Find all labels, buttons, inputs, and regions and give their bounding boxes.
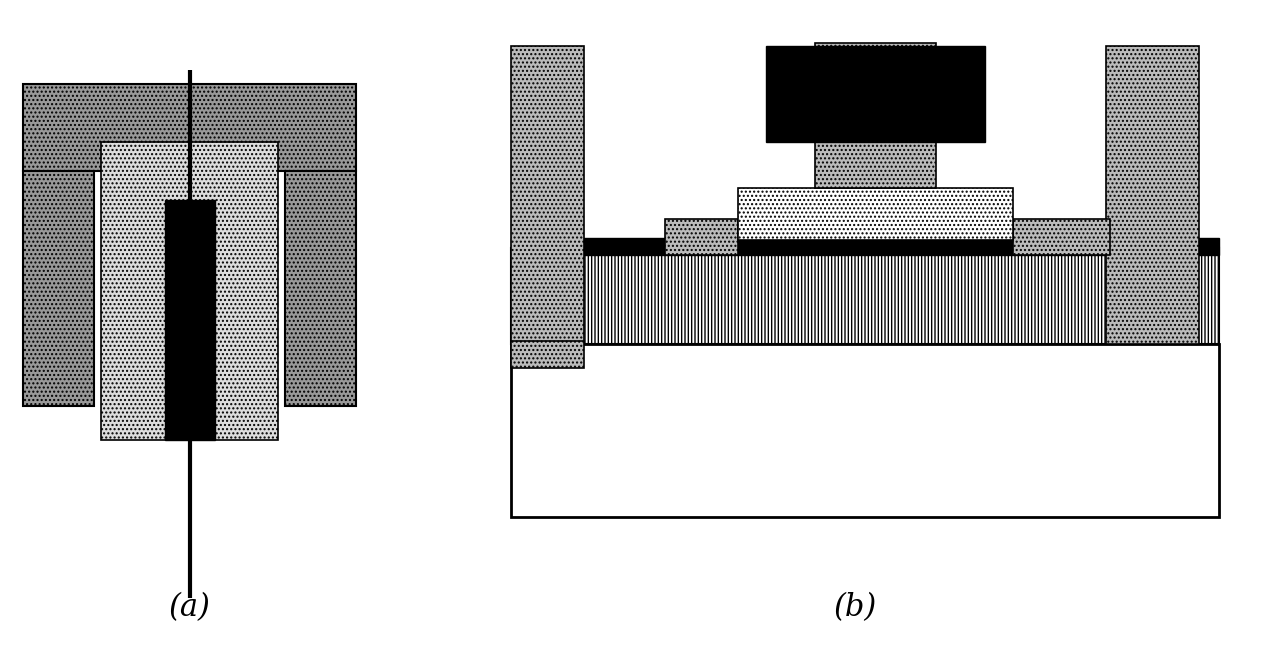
Bar: [1013, 219, 1111, 255]
Bar: [665, 219, 737, 255]
Bar: [767, 46, 984, 142]
Bar: [101, 142, 278, 440]
Bar: [511, 238, 1219, 255]
Bar: [737, 187, 1013, 240]
Text: (b): (b): [834, 592, 877, 624]
Text: (a): (a): [168, 592, 211, 624]
Bar: [815, 43, 936, 187]
Bar: [511, 46, 584, 344]
Bar: [1106, 46, 1199, 344]
Bar: [286, 171, 357, 406]
Bar: [164, 200, 215, 402]
Bar: [164, 394, 215, 440]
Bar: [23, 171, 94, 406]
Bar: [23, 84, 357, 171]
Bar: [511, 344, 1219, 517]
Bar: [511, 248, 1219, 344]
Bar: [511, 341, 584, 367]
